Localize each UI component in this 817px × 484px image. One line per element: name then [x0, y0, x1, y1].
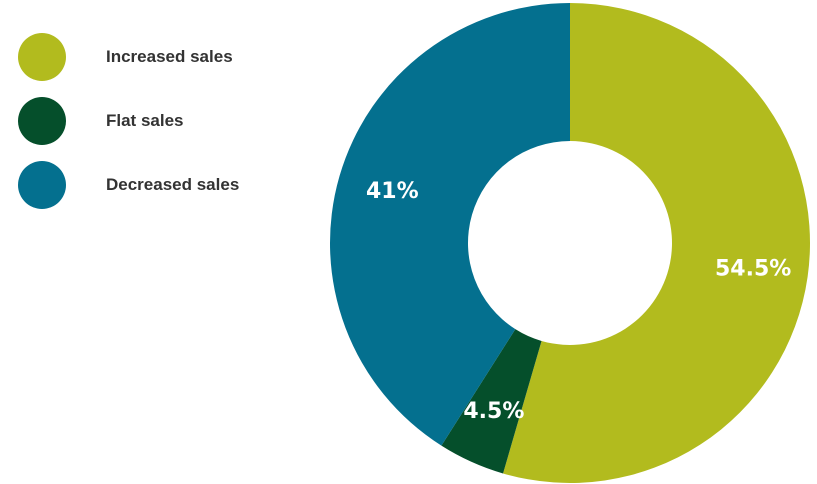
legend-label-flat-sales: Flat sales: [106, 111, 184, 130]
slice-label-flat-sales: 4.5%: [463, 399, 524, 424]
slice-increased-sales: [503, 3, 810, 484]
legend-swatch-flat-sales: [18, 97, 66, 145]
legend-label-increased-sales: Increased sales: [106, 47, 233, 66]
slice-flat-sales: [441, 329, 542, 474]
slice-label-decreased-sales: 41%: [366, 179, 419, 204]
legend-swatch-increased-sales: [18, 33, 66, 81]
slice-label-increased-sales: 54.5%: [715, 257, 791, 282]
legend-swatch-decreased-sales: [18, 161, 66, 209]
legend-label-decreased-sales: Decreased sales: [106, 175, 240, 194]
slice-decreased-sales: [330, 3, 570, 446]
